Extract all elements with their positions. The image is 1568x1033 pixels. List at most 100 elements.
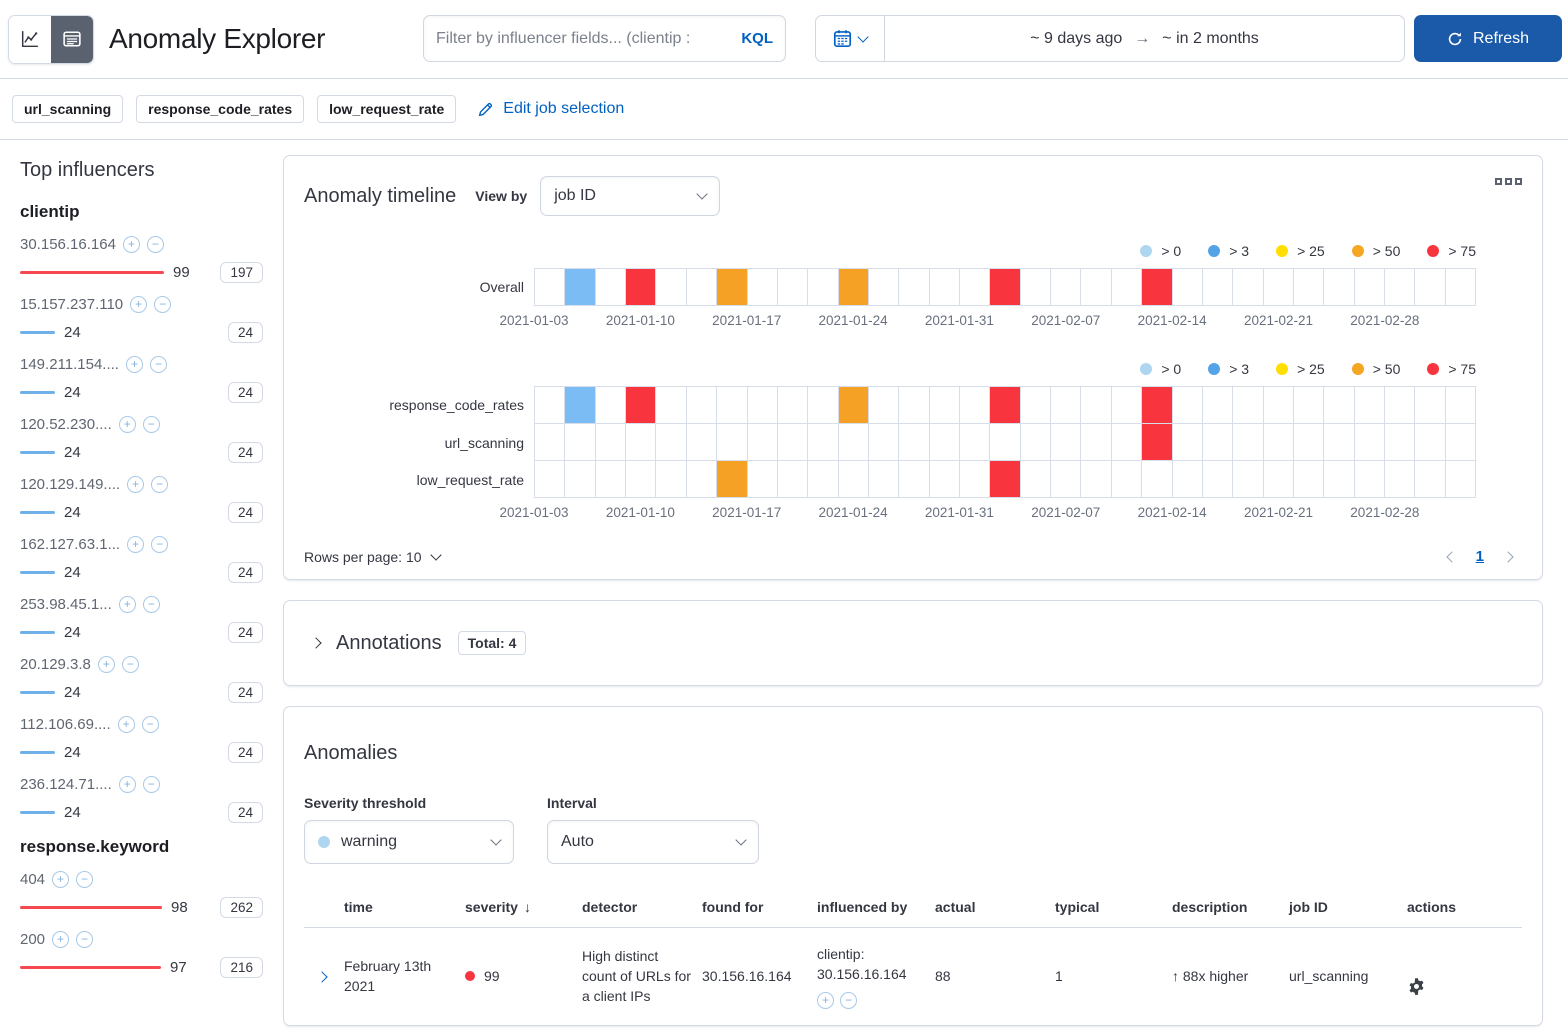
swimlane-label[interactable]: Overall xyxy=(479,279,524,295)
swimlane-cell[interactable] xyxy=(959,386,991,424)
remove-filter-icon[interactable]: − xyxy=(142,596,160,613)
swimlane-cell[interactable] xyxy=(564,268,596,306)
swimlane-cell[interactable] xyxy=(594,460,627,498)
remove-filter-icon[interactable]: − xyxy=(142,416,160,433)
severity-threshold-select[interactable]: warning xyxy=(304,820,514,864)
next-page-icon[interactable] xyxy=(1502,550,1514,563)
swimlane-cell[interactable] xyxy=(685,268,718,306)
swimlane-cell[interactable] xyxy=(1323,460,1355,498)
swimlane-cell[interactable] xyxy=(564,386,596,424)
swimlane-cell[interactable] xyxy=(655,268,687,306)
add-filter-icon[interactable]: + xyxy=(117,716,135,733)
remove-filter-icon[interactable]: − xyxy=(149,356,167,373)
swimlane-cell[interactable] xyxy=(989,423,1021,461)
remove-filter-icon[interactable]: − xyxy=(151,476,169,493)
swimlane-cell[interactable] xyxy=(1353,460,1386,498)
table-header-found-for[interactable]: found for xyxy=(702,899,764,915)
panel-actions-icon[interactable] xyxy=(1495,178,1522,185)
swimlane-cell[interactable] xyxy=(594,268,627,306)
swimlane-cell[interactable] xyxy=(867,268,900,306)
swimlane-cell[interactable] xyxy=(1292,460,1325,498)
swimlane-cell[interactable] xyxy=(1262,423,1294,461)
influencer-value-label[interactable]: 112.106.69.... xyxy=(20,716,111,733)
swimlane-cell[interactable] xyxy=(564,423,596,461)
annotations-title[interactable]: Annotations xyxy=(336,631,442,654)
swimlane-cell[interactable] xyxy=(655,423,687,461)
influencer-value-label[interactable]: 15.157.237.110 xyxy=(20,296,124,313)
swimlane-cell[interactable] xyxy=(1353,423,1386,461)
add-filter-icon[interactable]: + xyxy=(127,536,145,553)
swimlane-cell[interactable] xyxy=(1171,386,1203,424)
swimlane-cell[interactable] xyxy=(1050,423,1082,461)
swimlane-cell[interactable] xyxy=(594,386,627,424)
swimlane-cell[interactable] xyxy=(1110,423,1143,461)
edit-job-selection-link[interactable]: Edit job selection xyxy=(477,100,624,118)
add-filter-icon[interactable]: + xyxy=(127,476,145,493)
influencer-value-label[interactable]: 236.124.71.... xyxy=(20,776,112,793)
swimlane-cell[interactable] xyxy=(685,423,718,461)
add-filter-icon[interactable]: + xyxy=(125,356,143,373)
swimlane-cell[interactable] xyxy=(898,386,930,424)
swimlane-cell[interactable] xyxy=(837,423,869,461)
swimlane-cell[interactable] xyxy=(776,423,809,461)
influencer-value-label[interactable]: 30.156.16.164 xyxy=(20,236,116,253)
swimlane-cell[interactable] xyxy=(928,268,961,306)
swimlane-cell[interactable] xyxy=(1232,423,1264,461)
swimlane-cell[interactable] xyxy=(716,268,748,306)
swimlane-cell[interactable] xyxy=(807,460,839,498)
table-header-detector[interactable]: detector xyxy=(582,899,638,915)
swimlane-cell[interactable] xyxy=(1019,460,1052,498)
swimlane-cell[interactable] xyxy=(776,386,809,424)
swimlane-cell[interactable] xyxy=(1110,460,1143,498)
table-header-actual[interactable]: actual xyxy=(935,899,976,915)
swimlane-cell[interactable] xyxy=(1384,460,1416,498)
swimlane-cell[interactable] xyxy=(928,423,961,461)
swimlane-cell[interactable] xyxy=(1292,268,1325,306)
page-number[interactable]: 1 xyxy=(1475,548,1484,565)
table-header-typical[interactable]: typical xyxy=(1055,899,1100,915)
influencer-value-label[interactable]: 253.98.45.1... xyxy=(20,596,112,613)
swimlane-cell[interactable] xyxy=(837,268,869,306)
swimlane-cell[interactable] xyxy=(1141,460,1173,498)
swimlane-cell[interactable] xyxy=(1080,423,1112,461)
swimlane-cell[interactable] xyxy=(1414,423,1446,461)
influencer-filter-input[interactable] xyxy=(436,29,736,48)
swimlane-cell[interactable] xyxy=(989,460,1021,498)
remove-filter-icon[interactable]: − xyxy=(76,871,94,888)
swimlane-cell[interactable] xyxy=(959,423,991,461)
swimlane-cell[interactable] xyxy=(1384,423,1416,461)
swimlane-cell[interactable] xyxy=(594,423,627,461)
swimlane-cell[interactable] xyxy=(1201,423,1234,461)
swimlane-cell[interactable] xyxy=(1050,460,1082,498)
swimlane-cell[interactable] xyxy=(534,268,566,306)
swimlane-cell[interactable] xyxy=(685,460,718,498)
swimlane-cell[interactable] xyxy=(1171,460,1203,498)
swimlane-cell[interactable] xyxy=(1414,460,1446,498)
remove-filter-icon[interactable]: − xyxy=(121,656,139,673)
swimlane-cell[interactable] xyxy=(898,423,930,461)
swimlane-cell[interactable] xyxy=(928,460,961,498)
swimlane-cell[interactable] xyxy=(928,386,961,424)
swimlane-cell[interactable] xyxy=(837,460,869,498)
swimlane-cell[interactable] xyxy=(1262,460,1294,498)
swimlane-cell[interactable] xyxy=(564,460,596,498)
swimlane-cell[interactable] xyxy=(776,460,809,498)
influencer-value-label[interactable]: 20.129.3.8 xyxy=(20,656,91,673)
rows-per-page-button[interactable]: Rows per page: 10 xyxy=(304,549,442,565)
swimlane-cell[interactable] xyxy=(1323,268,1355,306)
remove-filter-icon[interactable]: − xyxy=(142,776,160,793)
swimlane-cell[interactable] xyxy=(1262,386,1294,424)
influencer-value-label[interactable]: 120.129.149.... xyxy=(20,476,121,493)
date-start[interactable]: ~ 9 days ago xyxy=(1030,29,1123,47)
swimlane-cell[interactable] xyxy=(655,386,687,424)
add-filter-icon[interactable]: + xyxy=(130,296,148,313)
swimlane-cell[interactable] xyxy=(625,423,657,461)
swimlane-cell[interactable] xyxy=(534,423,566,461)
swimlane-cell[interactable] xyxy=(655,460,687,498)
swimlane-cell[interactable] xyxy=(1232,386,1264,424)
swimlane-cell[interactable] xyxy=(1110,386,1143,424)
swimlane-cell[interactable] xyxy=(867,460,900,498)
table-header-influenced-by[interactable]: influenced by xyxy=(817,899,908,915)
swimlane-cell[interactable] xyxy=(625,460,657,498)
swimlane-cell[interactable] xyxy=(746,460,778,498)
